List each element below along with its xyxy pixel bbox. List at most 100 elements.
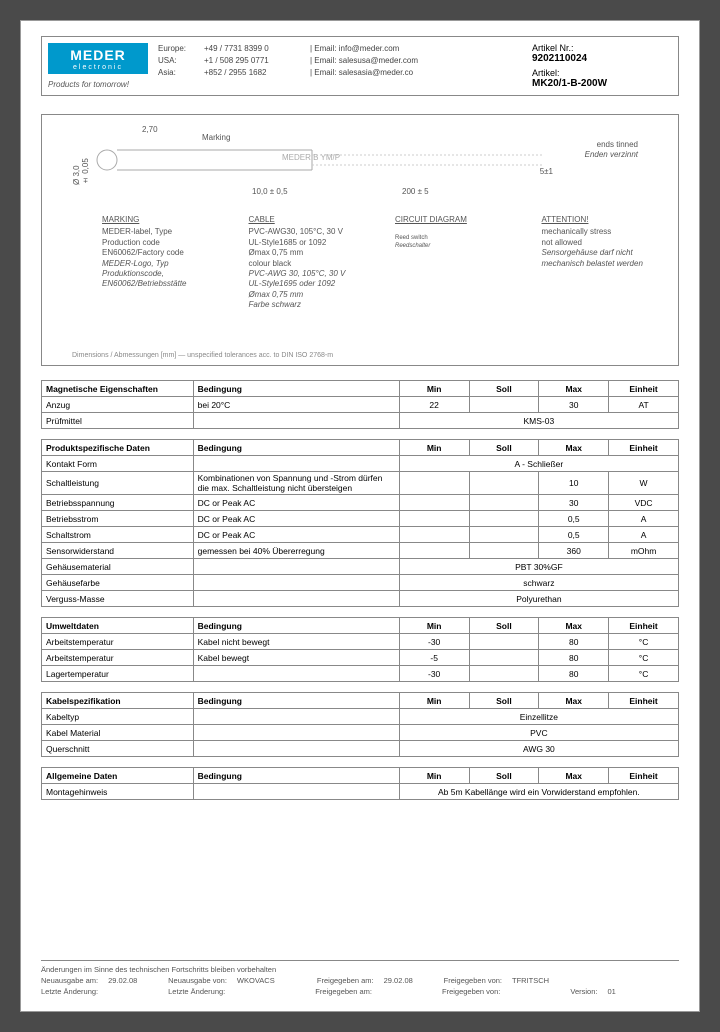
t: mechanically stress <box>542 227 659 237</box>
row-name: Kontakt Form <box>42 456 194 472</box>
diagram-notes: MARKING MEDER-label, Type Production cod… <box>102 215 658 311</box>
v: 01 <box>607 987 615 996</box>
table-row: Verguss-MassePolyurethan <box>42 591 679 607</box>
table-row: Gehäusefarbeschwarz <box>42 575 679 591</box>
th: Soll <box>469 618 539 634</box>
th: Min <box>399 440 469 456</box>
l: Version: <box>570 987 597 996</box>
artikel-name: MK20/1-B-200W <box>532 78 672 89</box>
row-soll <box>469 634 539 650</box>
v: WKOVACS <box>237 976 307 985</box>
t: colour black <box>249 259 366 269</box>
row-soll <box>469 666 539 682</box>
row-span: PVC <box>399 725 678 741</box>
th: Bedingung <box>193 618 399 634</box>
contact-row: USA:+1 / 508 295 0771| Email: salesusa@m… <box>158 55 522 67</box>
v <box>108 987 158 996</box>
th: Soll <box>469 440 539 456</box>
row-max: 30 <box>539 495 609 511</box>
row-cond: gemessen bei 40% Übererregung <box>193 543 399 559</box>
row-name: Querschnitt <box>42 741 194 757</box>
l: Freigegeben am: <box>317 976 374 985</box>
row-name: Montagehinweis <box>42 784 194 800</box>
row-name: Gehäusefarbe <box>42 575 194 591</box>
th: Bedingung <box>193 693 399 709</box>
table-row: GehäusematerialPBT 30%GF <box>42 559 679 575</box>
row-name: Gehäusematerial <box>42 559 194 575</box>
artikel-block: Artikel Nr.: 9202110024 Artikel: MK20/1-… <box>532 43 672 89</box>
row-name: Sensorwiderstand <box>42 543 194 559</box>
contact-region: Europe: <box>158 43 198 55</box>
t: not allowed <box>542 238 659 248</box>
row-unit: °C <box>609 650 679 666</box>
v <box>510 987 560 996</box>
v: 29.02.08 <box>384 976 434 985</box>
table-row: Lagertemperatur-3080°C <box>42 666 679 682</box>
col-marking: MARKING MEDER-label, Type Production cod… <box>102 215 219 311</box>
table-row: Sensorwiderstandgemessen bei 40% Übererr… <box>42 543 679 559</box>
col-cable: CABLE PVC-AWG30, 105°C, 30 V UL-Style168… <box>249 215 366 311</box>
row-name: Schaltstrom <box>42 527 194 543</box>
row-soll <box>469 495 539 511</box>
table-row: BetriebsspannungDC or Peak AC30VDC <box>42 495 679 511</box>
t: EN60062/Factory code <box>102 248 219 258</box>
contact-phone: +1 / 508 295 0771 <box>204 55 304 67</box>
row-name: Kabeltyp <box>42 709 194 725</box>
row-min: -5 <box>399 650 469 666</box>
l: Neuausgabe von: <box>168 976 227 985</box>
th: Einheit <box>609 440 679 456</box>
footer-row-2: Letzte Änderung: Letzte Änderung: Freige… <box>41 987 679 996</box>
row-name: Betriebsspannung <box>42 495 194 511</box>
table-row: MontagehinweisAb 5m Kabellänge wird ein … <box>42 784 679 800</box>
footer: Änderungen im Sinne des technischen Fort… <box>41 960 679 996</box>
row-soll <box>469 527 539 543</box>
row-span: AWG 30 <box>399 741 678 757</box>
row-min <box>399 495 469 511</box>
contact-region: Asia: <box>158 67 198 79</box>
col-circuit: CIRCUIT DIAGRAM Reed switch Reedschalter <box>395 215 512 311</box>
row-cond <box>193 784 399 800</box>
circuit-h: CIRCUIT DIAGRAM <box>395 215 512 225</box>
l: Letzte Änderung: <box>168 987 225 996</box>
data-table: KabelspezifikationBedingungMinSollMaxEin… <box>41 692 679 757</box>
t: MEDER-Logo, Typ <box>102 259 219 269</box>
contact-block: Europe:+49 / 7731 8399 0| Email: info@me… <box>158 43 522 89</box>
l: Freigegeben am: <box>315 987 372 996</box>
ends-tinned-de: Enden verzinnt <box>585 150 638 159</box>
row-name: Kabel Material <box>42 725 194 741</box>
artikel-nr: 9202110024 <box>532 53 672 64</box>
col-attention: ATTENTION! mechanically stress not allow… <box>542 215 659 311</box>
row-cond <box>193 575 399 591</box>
row-unit: W <box>609 472 679 495</box>
th: Min <box>399 768 469 784</box>
t: Produktionscode, <box>102 269 219 279</box>
t: UL-Style1685 or 1092 <box>249 238 366 248</box>
th: Einheit <box>609 693 679 709</box>
t: mechanisch belastet werden <box>542 259 659 269</box>
table-title: Allgemeine Daten <box>42 768 194 784</box>
logo-slogan: Products for tomorrow! <box>48 80 148 89</box>
table-row: Anzugbei 20°C2230AT <box>42 397 679 413</box>
row-min: -30 <box>399 634 469 650</box>
table-title: Produktspezifische Daten <box>42 440 194 456</box>
contact-email: | Email: info@meder.com <box>310 43 399 55</box>
row-min <box>399 511 469 527</box>
table-row: Kontakt FormA - Schließer <box>42 456 679 472</box>
row-cond: Kombinationen von Spannung und -Strom dü… <box>193 472 399 495</box>
row-name: Anzug <box>42 397 194 413</box>
logo-main: MEDER <box>48 43 148 64</box>
contact-row: Europe:+49 / 7731 8399 0| Email: info@me… <box>158 43 522 55</box>
t: MEDER-label, Type <box>102 227 219 237</box>
table-title: Kabelspezifikation <box>42 693 194 709</box>
table-row: KabeltypEinzellitze <box>42 709 679 725</box>
table-title: Umweltdaten <box>42 618 194 634</box>
attention-h: ATTENTION! <box>542 215 659 225</box>
row-cond <box>193 725 399 741</box>
data-table: Allgemeine DatenBedingungMinSollMaxEinhe… <box>41 767 679 800</box>
row-span: KMS-03 <box>399 413 678 429</box>
row-min <box>399 472 469 495</box>
th: Bedingung <box>193 768 399 784</box>
row-cond: DC or Peak AC <box>193 495 399 511</box>
footer-note: Änderungen im Sinne des technischen Fort… <box>41 965 679 974</box>
row-name: Prüfmittel <box>42 413 194 429</box>
